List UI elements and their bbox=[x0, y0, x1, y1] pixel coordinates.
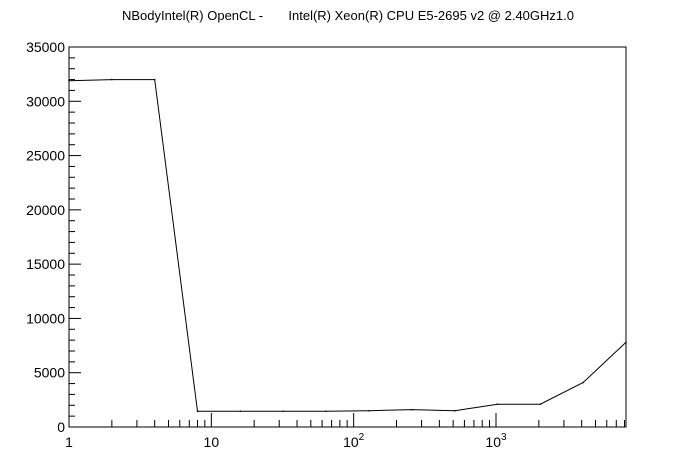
x-tick-exponent: 3 bbox=[501, 432, 507, 443]
data-point bbox=[539, 403, 542, 406]
x-tick-label: 1 bbox=[65, 434, 73, 450]
x-axis: 1 10 102 103 bbox=[65, 413, 626, 450]
data-point bbox=[282, 410, 285, 413]
x-tick-exponent: 2 bbox=[359, 432, 365, 443]
y-tick-label: 35000 bbox=[26, 39, 65, 55]
data-point bbox=[325, 410, 327, 413]
data-point bbox=[410, 408, 413, 411]
y-tick-label: 25000 bbox=[26, 148, 65, 164]
y-tick-label: 20000 bbox=[26, 202, 65, 218]
data-point bbox=[111, 78, 113, 81]
y-tick-label: 5000 bbox=[34, 365, 65, 381]
x-tick-label: 10 bbox=[204, 434, 220, 450]
y-tick-label: 0 bbox=[57, 419, 65, 435]
data-point bbox=[239, 410, 242, 413]
x-tick-label: 102 bbox=[343, 432, 365, 450]
data-point bbox=[453, 409, 456, 412]
data-point bbox=[582, 381, 584, 384]
series-layer bbox=[68, 78, 627, 413]
y-tick-label: 15000 bbox=[26, 256, 65, 272]
data-point bbox=[368, 409, 370, 412]
y-tick-label: 30000 bbox=[26, 93, 65, 109]
data-point bbox=[68, 79, 70, 82]
plot-frame bbox=[68, 46, 627, 428]
y-tick-label: 10000 bbox=[26, 310, 65, 326]
data-point bbox=[496, 403, 499, 406]
data-point bbox=[153, 78, 156, 81]
y-axis: 0 5000 10000 15000 20000 25000 30000 35000 bbox=[26, 39, 81, 435]
series-line bbox=[68, 79, 627, 412]
data-point bbox=[625, 341, 627, 344]
data-point bbox=[196, 410, 199, 413]
x-tick-label: 103 bbox=[485, 432, 507, 450]
chart-title: NBodyIntel(R) OpenCL - Intel(R) Xeon(R) … bbox=[122, 8, 574, 23]
